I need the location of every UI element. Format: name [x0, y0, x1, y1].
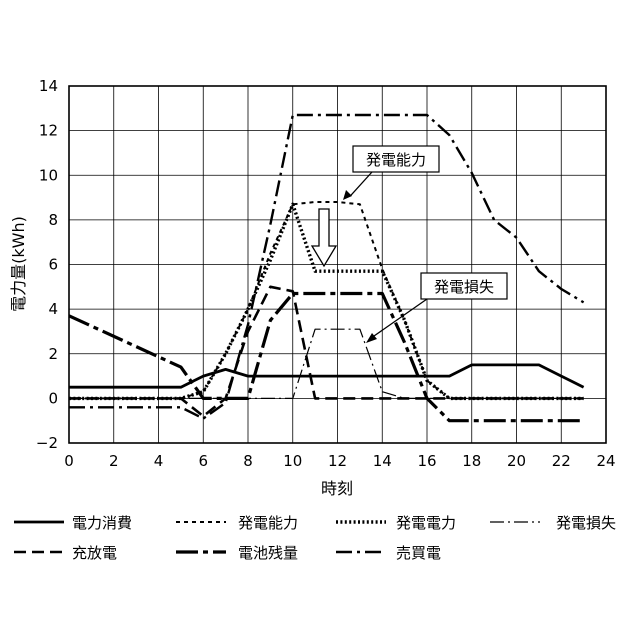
x-tick-label: 16 [417, 452, 436, 470]
legend-label: 電力消費 [72, 514, 132, 532]
callout-label: 発電損失 [434, 278, 494, 296]
x-tick-label: 8 [243, 452, 253, 470]
y-axis-title: 電力量(kWh) [9, 216, 28, 312]
legend: 電力消費 発電能力 発電電力 発電損失充放電 電池残量 売買電 [14, 514, 616, 562]
y-tick-label: 10 [39, 166, 58, 184]
legend-label: 売買電 [396, 544, 441, 562]
y-tick-label: 6 [48, 256, 58, 274]
callout-label: 発電能力 [366, 151, 426, 169]
x-tick-label: 20 [507, 452, 526, 470]
y-tick-label: 8 [48, 211, 58, 229]
legend-label: 発電電力 [396, 514, 456, 532]
legend-label: 発電能力 [238, 514, 298, 532]
x-tick-label: 6 [198, 452, 208, 470]
y-tick-label: −2 [36, 434, 58, 452]
x-tick-label: 14 [373, 452, 392, 470]
x-tick-label: 12 [328, 452, 347, 470]
y-tick-label: 14 [39, 77, 58, 95]
x-tick-label: 18 [462, 452, 481, 470]
y-tick-label: 0 [48, 389, 58, 407]
x-tick-label: 24 [596, 452, 615, 470]
legend-label: 電池残量 [238, 544, 298, 562]
y-tick-label: 4 [48, 300, 58, 318]
x-tick-label: 10 [283, 452, 302, 470]
legend-label: 発電損失 [556, 514, 616, 532]
x-tick-label: 2 [109, 452, 119, 470]
x-tick-label: 22 [552, 452, 571, 470]
x-tick-label: 4 [154, 452, 164, 470]
y-tick-label: 12 [39, 122, 58, 140]
x-tick-label: 0 [64, 452, 74, 470]
legend-label: 充放電 [72, 544, 117, 562]
x-axis-title: 時刻 [321, 479, 353, 498]
y-tick-label: 2 [48, 345, 58, 363]
